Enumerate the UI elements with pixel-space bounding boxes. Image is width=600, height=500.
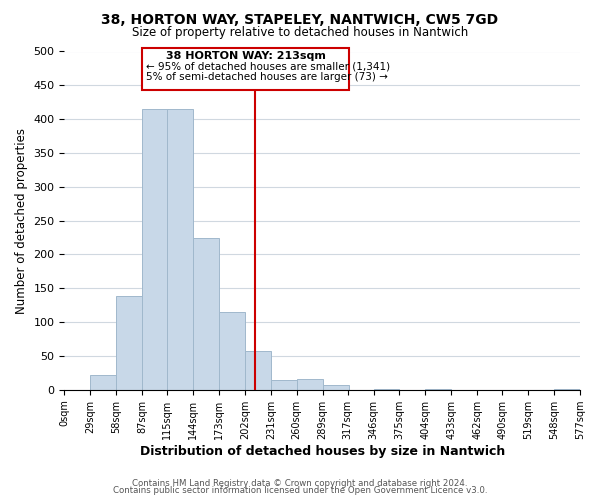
Bar	[116, 296, 142, 390]
X-axis label: Distribution of detached houses by size in Nantwich: Distribution of detached houses by size …	[140, 444, 505, 458]
Bar	[142, 48, 349, 90]
Text: 38, HORTON WAY, STAPELEY, NANTWICH, CW5 7GD: 38, HORTON WAY, STAPELEY, NANTWICH, CW5 …	[101, 12, 499, 26]
Text: Size of property relative to detached houses in Nantwich: Size of property relative to detached ho…	[132, 26, 468, 39]
Y-axis label: Number of detached properties: Number of detached properties	[15, 128, 28, 314]
Text: 5% of semi-detached houses are larger (73) →: 5% of semi-detached houses are larger (7…	[146, 72, 388, 82]
Text: Contains HM Land Registry data © Crown copyright and database right 2024.: Contains HM Land Registry data © Crown c…	[132, 478, 468, 488]
Bar	[219, 312, 245, 390]
Bar	[271, 380, 297, 390]
Bar	[425, 389, 451, 390]
Bar	[245, 351, 271, 390]
Text: 38 HORTON WAY: 213sqm: 38 HORTON WAY: 213sqm	[166, 52, 326, 62]
Bar	[297, 379, 323, 390]
Bar	[193, 238, 219, 390]
Text: Contains public sector information licensed under the Open Government Licence v3: Contains public sector information licen…	[113, 486, 487, 495]
Bar	[554, 389, 580, 390]
Bar	[91, 375, 116, 390]
Bar	[374, 389, 400, 390]
Text: ← 95% of detached houses are smaller (1,341): ← 95% of detached houses are smaller (1,…	[146, 62, 390, 72]
Bar	[323, 385, 349, 390]
Bar	[142, 109, 168, 390]
Bar	[167, 109, 193, 390]
